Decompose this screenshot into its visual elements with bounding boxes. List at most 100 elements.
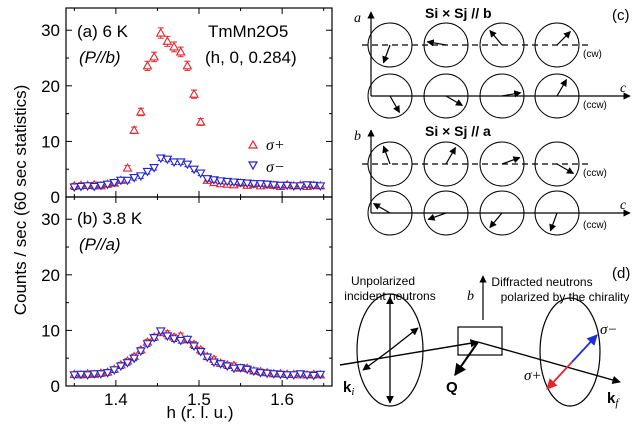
data-point bbox=[262, 180, 273, 190]
legend-sigma-plus: σ+ bbox=[266, 137, 285, 154]
data-point bbox=[155, 27, 166, 37]
panel-a-ticks: 0 10 20 30 bbox=[41, 8, 332, 207]
data-point bbox=[195, 347, 206, 357]
bottom-row2-tag: (ccw) bbox=[583, 220, 607, 231]
spin-circle bbox=[479, 190, 525, 236]
spin-arrow bbox=[445, 95, 464, 107]
data-point bbox=[202, 175, 213, 184]
data-point bbox=[275, 370, 286, 380]
spin-circle bbox=[534, 190, 580, 236]
spin-arrow bbox=[556, 78, 568, 97]
data-point bbox=[175, 336, 186, 346]
spin-circle bbox=[534, 22, 580, 68]
top-ccw-tag: (ccw) bbox=[583, 100, 607, 111]
data-point bbox=[149, 334, 160, 343]
data-point bbox=[129, 173, 140, 183]
diffracted-label-1: Diffracted neutrons bbox=[491, 275, 592, 289]
data-point bbox=[288, 182, 299, 191]
data-point bbox=[76, 370, 86, 380]
data-point bbox=[89, 370, 100, 379]
data-point bbox=[209, 176, 219, 185]
y-tick-label: 0 bbox=[51, 188, 60, 207]
spin-arrow bbox=[489, 212, 503, 229]
data-point bbox=[295, 370, 306, 379]
sigma-minus-arrow bbox=[571, 334, 598, 363]
data-point bbox=[169, 335, 180, 344]
data-point bbox=[222, 177, 233, 187]
q-label: Q bbox=[446, 379, 458, 396]
panel-a-label: (a) 6 K bbox=[77, 22, 129, 41]
legend-sigma-minus-marker bbox=[247, 161, 259, 171]
bottom-spin-circles bbox=[367, 141, 580, 236]
spin-arrow bbox=[501, 156, 521, 165]
data-point bbox=[189, 89, 199, 98]
data-point bbox=[109, 366, 120, 375]
top-cw-tag: (cw) bbox=[583, 49, 602, 60]
spin-arrow bbox=[372, 202, 391, 214]
data-point bbox=[302, 371, 313, 380]
sigma-minus-label: σ− bbox=[600, 322, 618, 338]
spin-circle bbox=[423, 73, 469, 119]
data-point bbox=[295, 182, 306, 191]
data-point bbox=[69, 183, 80, 193]
data-point bbox=[102, 180, 113, 190]
spin-arrow bbox=[549, 212, 558, 232]
incident-spin-diag2 bbox=[362, 349, 391, 371]
top-axis-c: c bbox=[620, 81, 627, 96]
data-point bbox=[89, 182, 100, 192]
panel-b-points bbox=[69, 327, 326, 381]
spin-circle bbox=[423, 22, 469, 68]
data-point bbox=[115, 176, 126, 186]
data-point bbox=[135, 172, 146, 181]
data-point bbox=[282, 181, 293, 191]
data-point bbox=[255, 369, 266, 378]
sample-name: TmMn2O5 bbox=[208, 22, 288, 41]
y-axis-label: Counts / sec (60 sec statistics) bbox=[11, 85, 30, 316]
data-point bbox=[242, 179, 253, 189]
y-tick-label: 20 bbox=[41, 266, 60, 285]
data-point bbox=[248, 180, 259, 189]
sigma-plus-arrow bbox=[546, 361, 573, 390]
diagram-c: (c) Si × Sj // b a c (cw) (ccw) Si × Sj … bbox=[354, 5, 631, 236]
legend: σ+ σ− bbox=[247, 137, 285, 176]
data-point bbox=[195, 116, 206, 126]
spin-arrow bbox=[382, 145, 391, 165]
data-point bbox=[242, 365, 253, 375]
kf-label: kf bbox=[607, 390, 620, 409]
spin-arrow bbox=[556, 163, 575, 175]
spin-circle bbox=[479, 22, 525, 68]
b-axis-label: b bbox=[467, 289, 474, 304]
data-point bbox=[155, 154, 166, 164]
data-point bbox=[95, 370, 106, 379]
data-point bbox=[308, 371, 319, 381]
data-point bbox=[288, 371, 299, 380]
incident-spin-diag1 bbox=[389, 327, 419, 351]
incident-beam bbox=[339, 339, 479, 366]
data-point bbox=[282, 371, 293, 380]
incident-label-2: incident neutrons bbox=[344, 289, 435, 303]
data-point bbox=[195, 169, 206, 179]
spin-arrow bbox=[556, 31, 571, 46]
data-point bbox=[308, 181, 319, 191]
spin-arrow bbox=[382, 44, 391, 64]
spin-circle bbox=[534, 73, 580, 119]
spin-circle bbox=[367, 141, 413, 187]
data-point bbox=[189, 342, 199, 352]
spin-circle bbox=[423, 141, 469, 187]
spin-circle bbox=[423, 190, 469, 236]
data-point bbox=[255, 180, 266, 189]
data-point bbox=[149, 163, 160, 173]
legend-sigma-plus-marker bbox=[247, 139, 259, 149]
data-point bbox=[155, 327, 166, 337]
y-tick-label: 10 bbox=[41, 321, 60, 340]
panel-b-polarization: (P//a) bbox=[79, 235, 121, 254]
spin-circle bbox=[367, 22, 413, 68]
bottom-title: Si × Sj // a bbox=[425, 123, 491, 139]
data-point bbox=[135, 347, 146, 357]
incident-label-1: Unpolarized bbox=[351, 274, 415, 288]
data-point bbox=[202, 353, 213, 363]
data-point bbox=[215, 177, 226, 186]
bottom-axis-c: c bbox=[620, 198, 627, 213]
